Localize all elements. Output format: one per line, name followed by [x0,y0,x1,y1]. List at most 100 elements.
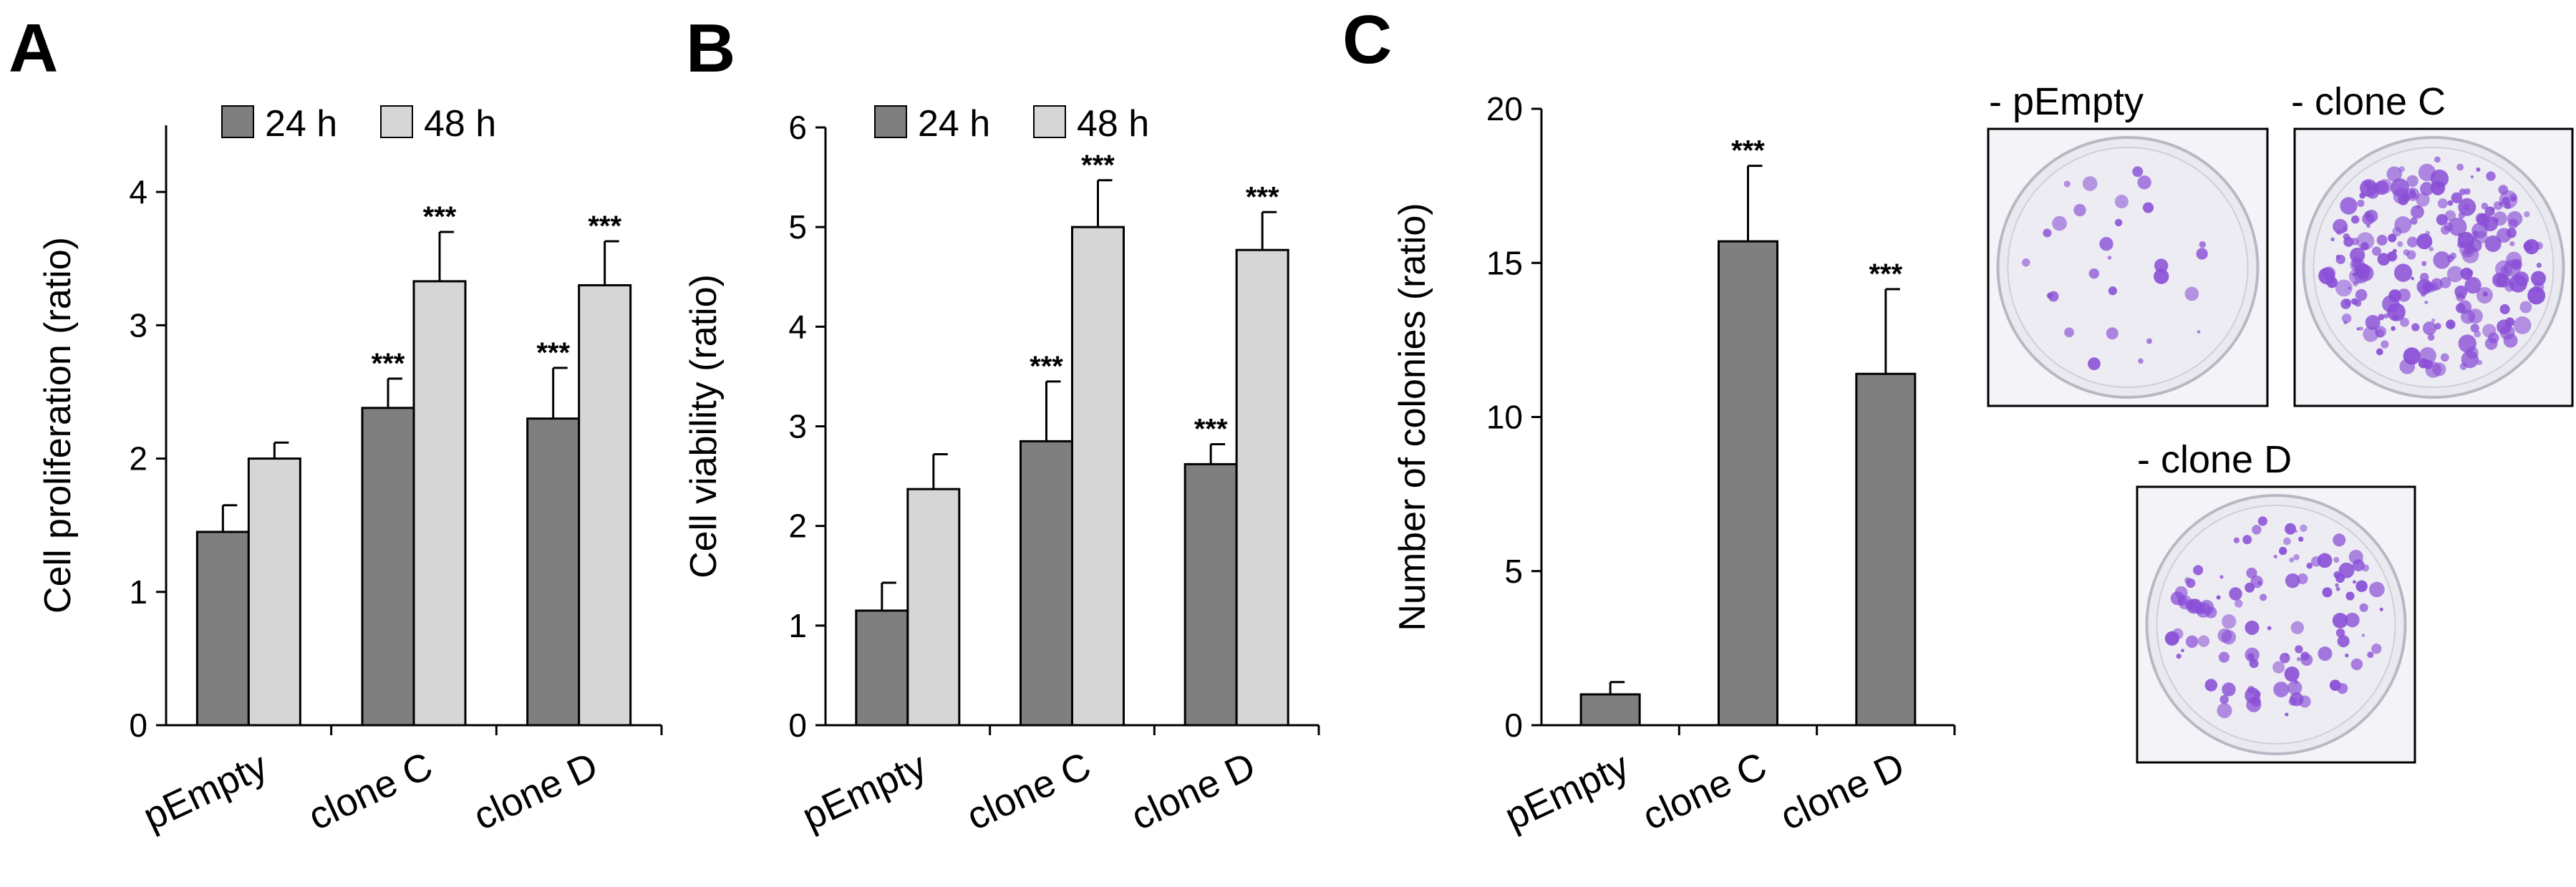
plate-clone-c-colony [2420,182,2434,196]
plate-clone-d-colony [2257,516,2267,526]
chart-c-bar [1855,372,1917,727]
plate-clone-c-colony [2377,253,2391,266]
plate-clone-c-colony [2421,261,2427,266]
plate-pempty-colony [2137,175,2151,190]
plate-clone-d-colony [2285,712,2289,717]
plate-clone-d-colony [2322,587,2333,598]
legend-a-swatch-24h [221,105,254,138]
chart-a-significance-mark: *** [423,201,457,233]
plate-clone-c-colony [2358,326,2363,331]
chart-b-y-tick-label: 6 [788,109,807,146]
plate-clone-c-colony [2490,207,2495,212]
plate-pempty-colony [2199,241,2207,248]
chart-b-significance-mark: *** [1194,414,1228,445]
plate-clone-d-colony [2234,599,2243,608]
plate-pempty-colony [2064,327,2074,338]
plate-clone-d-colony [2294,679,2298,684]
plate-clone-d-colony [2288,697,2297,706]
plate-clone-d-colony [2164,631,2179,646]
plate-clone-c-colony [2534,241,2543,250]
chart-a-bar [412,280,467,727]
plate-clone-d-colony [2361,634,2366,637]
chart-a: 0 1 2 3 4 Cell proliferation (ratio) pEmpty clo… [37,125,663,838]
plate-clone-c-colony [2376,234,2388,246]
plate-clone-c-colony [2444,210,2456,222]
plate-clone-c-colony [2464,188,2471,195]
chart-b-y-tick-label: 0 [788,707,807,744]
plate-clone-d-colony [2285,573,2300,588]
plate-clone-d-colony [2260,593,2267,601]
plate-clone-d-colony [2217,703,2232,719]
plate-clone-c-colony [2446,266,2464,283]
plate-clone-c-colony [2350,298,2358,305]
plate-clone-c-colony [2458,334,2476,353]
plate-clone-c-colony [2341,314,2352,324]
chart-b-y-tick-label: 1 [788,607,807,644]
plate-clone-d-colony [2367,651,2374,659]
chart-a-significance-mark: *** [588,210,621,242]
plate-clone-c-colony [2527,286,2546,305]
chart-c-y-tick-label: 20 [1486,90,1523,127]
plate-pempty-colony [2114,218,2123,227]
plate-clone-c-colony [2486,171,2496,181]
plate-pempty-colony [2043,228,2052,238]
chart-b-category-label: pEmpty [796,744,933,838]
plate-clone-c-colony [2454,285,2468,299]
plate-clone-d-colony [2219,575,2224,579]
plate-clone-c-colony [2335,254,2345,264]
plate-clone-c-colony [2524,211,2530,218]
plate-clone-c-colony [2392,226,2402,237]
legend-b-label-24h: 24 h [918,103,990,145]
panel-letter-b: B [686,10,735,87]
plate-pempty-colony [2114,195,2129,209]
plate-clone-c-colony [2430,169,2449,188]
chart-a-significance-mark: *** [372,348,405,379]
plate-clone-c-colony [2506,228,2517,238]
plate-clone-d-colony [2267,626,2272,631]
plate-pempty-colony [2106,327,2119,340]
plate-pempty-colony [2088,357,2101,371]
plate-clone-c-colony [2350,215,2360,224]
plate-pempty-dish-rim [2007,147,2249,388]
plate-clone-d-colony [2361,564,2370,572]
plate-pempty-colony [2146,338,2152,344]
plate-pempty-colony [2022,258,2030,267]
plate-clone-c-colony [2424,300,2429,304]
plate-clone-c-colony [2458,212,2465,219]
plate-clone-c-colony [2416,233,2433,250]
plate-clone-c-colony [2423,321,2437,336]
legend-a-label-24h: 24 h [265,103,337,145]
chart-b: 0 1 2 3 4 5 6 Cell viability (ratio) pEmpty clone… [683,109,1320,838]
plate-clone-c-colony [2340,299,2351,309]
plate-clone-c-colony [2499,304,2510,314]
plate-clone-d-colony [2359,603,2368,612]
plate-clone-c-colony [2398,194,2409,205]
plate-clone-d-colony [2310,556,2322,567]
plate-clone-d-colony [2233,537,2240,543]
legend-a-label-48h: 48 h [424,103,496,145]
plate-clone-d-colony [2287,680,2303,695]
plate-clone-c-colony [2416,278,2433,295]
plate-clone-c-colony [2322,266,2336,280]
chart-b-y-tick-label: 2 [788,508,807,545]
plate-clone-c-colony [2406,250,2416,260]
plate-clone-c-colony [2356,327,2360,331]
plate-clone-c-colony [2371,246,2381,256]
plate-clone-c-colony [2434,156,2441,163]
plate-clone-c-colony [2335,279,2353,297]
plate-pempty-colony [2099,237,2113,251]
chart-a-bar [195,530,250,727]
plate-clone-c-colony [2386,166,2403,182]
chart-c-y-tick-label: 15 [1486,244,1523,281]
plate-clone-c-colony [2431,278,2443,291]
plate-clone-c-colony [2365,314,2381,330]
chart-a-bar [247,457,301,727]
plate-clone-d-colony [2333,533,2346,547]
plate-clone-c-colony [2440,353,2449,362]
plate-clone-d-colony [2350,658,2363,671]
plate-clone-d-colony [2338,562,2355,578]
plate-clone-c-colony [2519,301,2532,314]
chart-c-bar [1718,240,1778,727]
plate-clone-d-colony [2247,653,2255,660]
plate-clone-c-colony [2460,267,2473,280]
